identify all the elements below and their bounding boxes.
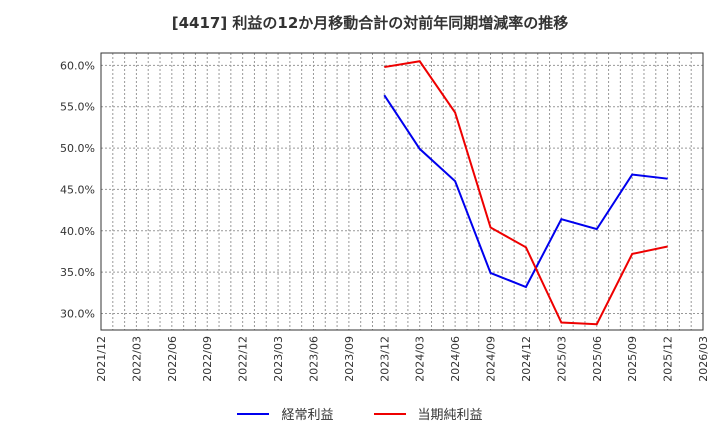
legend-item-net-profit[interactable]: 当期純利益: [373, 404, 483, 423]
svg-text:2024/06: 2024/06: [449, 336, 462, 382]
data-series: [383, 60, 668, 326]
svg-text:2023/09: 2023/09: [343, 336, 356, 382]
legend-swatch-red: [373, 412, 406, 415]
chart-title: [4417] 利益の12か月移動合計の対前年同期増減率の推移: [171, 14, 569, 32]
svg-text:2022/12: 2022/12: [237, 336, 250, 382]
svg-text:2021/12: 2021/12: [95, 336, 108, 382]
grid-lines: [101, 53, 703, 330]
svg-text:2023/03: 2023/03: [272, 336, 285, 382]
svg-text:2022/03: 2022/03: [130, 336, 143, 382]
svg-text:2022/09: 2022/09: [201, 336, 214, 382]
svg-text:2025/06: 2025/06: [591, 336, 604, 382]
svg-text:55.0%: 55.0%: [60, 101, 95, 114]
legend: 経常利益 当期純利益: [0, 404, 720, 423]
legend-item-ordinary-profit[interactable]: 経常利益: [237, 404, 334, 423]
svg-text:2023/12: 2023/12: [378, 336, 391, 382]
svg-text:2025/09: 2025/09: [626, 336, 639, 382]
svg-text:2024/12: 2024/12: [520, 336, 533, 382]
x-axis-ticks: 2021/12 2022/03 2022/06 2022/09 2022/12 2023/…: [95, 336, 710, 382]
svg-text:2025/12: 2025/12: [662, 336, 675, 382]
legend-swatch-blue: [237, 412, 270, 415]
svg-text:2023/06: 2023/06: [307, 336, 320, 382]
svg-text:2026/03: 2026/03: [697, 336, 710, 382]
legend-label: 経常利益: [281, 408, 334, 423]
svg-text:60.0%: 60.0%: [60, 59, 95, 72]
svg-text:2024/09: 2024/09: [485, 336, 498, 382]
svg-text:50.0%: 50.0%: [60, 142, 95, 155]
svg-text:2022/06: 2022/06: [166, 336, 179, 382]
svg-text:40.0%: 40.0%: [60, 225, 95, 238]
plot-frame: [100, 52, 704, 331]
svg-text:2024/03: 2024/03: [414, 336, 427, 382]
svg-text:2025/03: 2025/03: [555, 336, 568, 382]
svg-text:35.0%: 35.0%: [60, 266, 95, 279]
legend-label: 当期純利益: [417, 408, 483, 423]
svg-text:30.0%: 30.0%: [60, 307, 95, 320]
svg-text:45.0%: 45.0%: [60, 183, 95, 196]
y-axis-ticks: 30.0% 35.0% 40.0% 45.0% 50.0% 55.0% 60.0%: [60, 59, 95, 320]
